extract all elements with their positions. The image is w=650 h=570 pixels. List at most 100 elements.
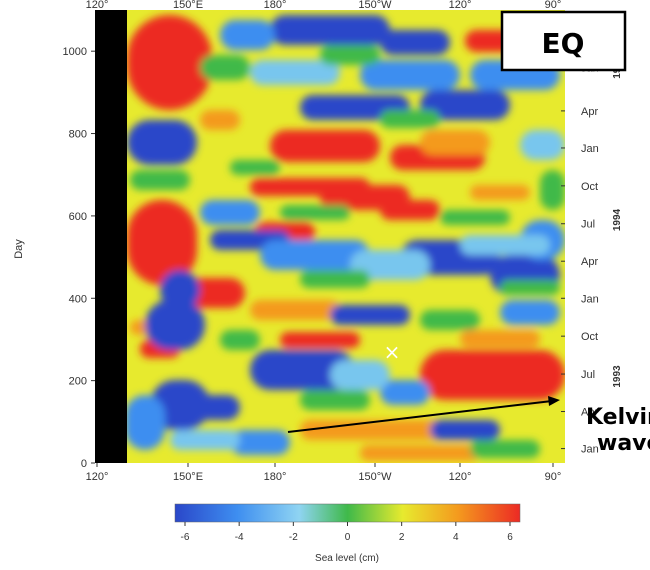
year-label: 1993 — [612, 365, 623, 388]
anomaly-patch-neutral — [230, 160, 280, 175]
x-tick-top-label: 180° — [264, 0, 287, 11]
month-label: Apr — [581, 106, 598, 118]
anomaly-patch-strong_neg — [127, 120, 197, 165]
month-label: Jan — [581, 444, 599, 456]
month-labels: JanAprJulOctJanAprJulOctJanAprJan — [561, 63, 599, 456]
anomaly-patch-weak_neg — [250, 60, 340, 85]
anomaly-patch-strong_neg — [145, 300, 205, 350]
x-axis-top: 120° 150°E 180° 150°W 120° 90° — [86, 0, 562, 11]
colorbar-tick-label: -4 — [235, 532, 244, 543]
colorbar: -6 -4 -2 0 2 4 6 Sea level (cm) — [174, 503, 521, 564]
anomaly-patch-strong_pos — [380, 200, 440, 220]
colorbar-tick-label: 2 — [399, 532, 405, 543]
anomaly-patch-neutral — [220, 330, 260, 350]
anomaly-patch-strong_pos — [127, 15, 212, 110]
kelvin-label-line1: Kelvin — [586, 405, 650, 430]
colorbar-tick-label: 4 — [453, 532, 459, 543]
y-tick-label: 600 — [69, 211, 87, 223]
anomaly-patch-pos — [300, 420, 450, 440]
anomaly-patch-pos — [360, 445, 480, 461]
kelvin-arrow-line — [287, 400, 553, 433]
sea-level-anomaly-field — [125, 15, 565, 461]
anomaly-patch-neg — [500, 300, 560, 325]
anomaly-patch-strong_pos — [420, 350, 565, 400]
colorbar-label: Sea level (cm) — [315, 553, 379, 564]
y-tick-label: 800 — [69, 129, 87, 141]
anomaly-patch-strong_neg — [330, 305, 410, 325]
anomaly-patch-strong_neg — [380, 30, 450, 55]
eq-label: EQ — [542, 27, 585, 60]
month-label: Jan — [581, 293, 599, 305]
anomaly-patch-neutral — [420, 310, 480, 330]
anomaly-patch-strong_pos — [185, 278, 245, 308]
anomaly-patch-strong_neg — [430, 420, 500, 440]
anomaly-patch-neg — [260, 240, 370, 270]
month-label: Apr — [581, 407, 598, 419]
anomaly-patch-pos — [420, 130, 490, 155]
colorbar-ticks: -6 -4 -2 0 2 4 6 — [181, 522, 513, 543]
anomaly-patch-weak_neg — [330, 360, 390, 390]
colorbar-tick-label: 0 — [345, 532, 351, 543]
y-axis-label: Day — [13, 239, 25, 259]
anomaly-patch-pos — [200, 110, 240, 130]
anomaly-patch-neutral — [280, 205, 350, 220]
x-tick-top-label: 150°E — [173, 0, 203, 11]
colorbar-tick-label: -2 — [289, 532, 298, 543]
anomaly-patch-strong_pos — [280, 332, 360, 348]
eq-box-frame — [500, 10, 627, 72]
anomaly-patch-pos — [460, 330, 540, 348]
anomaly-patch-neutral — [300, 390, 370, 410]
anomaly-patch-weak_neg — [520, 130, 565, 160]
anomaly-patch-weak_neg — [460, 235, 550, 255]
y-tick-label: 400 — [69, 293, 87, 305]
anomaly-patch-weak_neg — [350, 250, 430, 280]
month-label: Jul — [581, 369, 595, 381]
anomaly-patch-strong_neg — [420, 90, 510, 120]
anomaly-patch-neutral — [300, 270, 370, 288]
y-tick-label: 0 — [81, 458, 87, 470]
anomaly-patch-neg — [220, 20, 275, 50]
x-tick-label: 90° — [545, 471, 562, 483]
x-axis-bottom: 120° 150°E 180° 150°W 120° 90° — [86, 463, 562, 483]
anomaly-patch-neutral — [540, 170, 565, 210]
anomaly-patch-neutral — [200, 55, 250, 80]
year-label: 1994 — [612, 208, 623, 231]
anomaly-patch-neg — [230, 430, 290, 455]
anomaly-patch-pos — [250, 300, 340, 320]
kelvin-arrow-head — [548, 396, 560, 406]
month-label: Apr — [581, 256, 598, 268]
x-tick-label: 180° — [264, 471, 287, 483]
x-tick-top-label: 120° — [86, 0, 109, 11]
eq-box: EQ — [500, 10, 627, 72]
anomaly-patch-neg — [125, 395, 165, 450]
anomaly-patch-neg — [200, 200, 260, 225]
land-mask — [95, 10, 127, 463]
anomaly-patch-neg — [360, 60, 460, 90]
colorbar-gradient — [174, 503, 521, 523]
year-labels: 199319941995 — [612, 56, 623, 388]
heatmap-area: × — [95, 10, 565, 463]
anomaly-patch-strong_neg — [190, 395, 240, 420]
anomaly-patch-pos — [470, 185, 530, 200]
month-label: Jul — [581, 219, 595, 231]
kelvin-wave-annotation: Kelvin wave — [287, 396, 650, 456]
x-tick-top-label: 120° — [449, 0, 472, 11]
month-label: Oct — [581, 181, 598, 193]
anomaly-patch-neutral — [380, 110, 440, 128]
anomaly-patch-strong_pos — [127, 200, 197, 285]
anomaly-patch-neutral — [130, 170, 190, 190]
x-tick-top-label: 150°W — [358, 0, 392, 11]
anomaly-patch-neutral — [440, 210, 510, 225]
anomaly-patch-neutral — [320, 45, 380, 65]
anomaly-patch-neutral — [500, 280, 560, 295]
month-label: Oct — [581, 331, 598, 343]
colorbar-tick-label: 6 — [507, 532, 513, 543]
anomaly-patch-neutral — [470, 440, 540, 458]
x-tick-top-label: 90° — [545, 0, 562, 11]
anomaly-patch-strong_pos — [270, 130, 380, 162]
anomaly-patch-neg — [380, 380, 430, 405]
anomaly-patch-strong_neg — [250, 350, 355, 390]
month-label: Jan — [581, 143, 599, 155]
cross-marker: × — [384, 340, 401, 364]
